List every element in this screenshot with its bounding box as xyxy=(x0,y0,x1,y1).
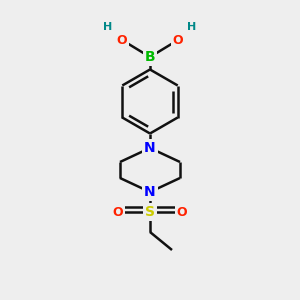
Text: O: O xyxy=(113,206,123,218)
Text: H: H xyxy=(188,22,196,32)
Text: H: H xyxy=(103,22,112,32)
Text: O: O xyxy=(173,34,183,46)
Text: N: N xyxy=(144,141,156,155)
Text: N: N xyxy=(144,185,156,199)
Text: O: O xyxy=(117,34,127,46)
Text: S: S xyxy=(145,205,155,219)
Text: O: O xyxy=(177,206,187,218)
Text: B: B xyxy=(145,50,155,64)
